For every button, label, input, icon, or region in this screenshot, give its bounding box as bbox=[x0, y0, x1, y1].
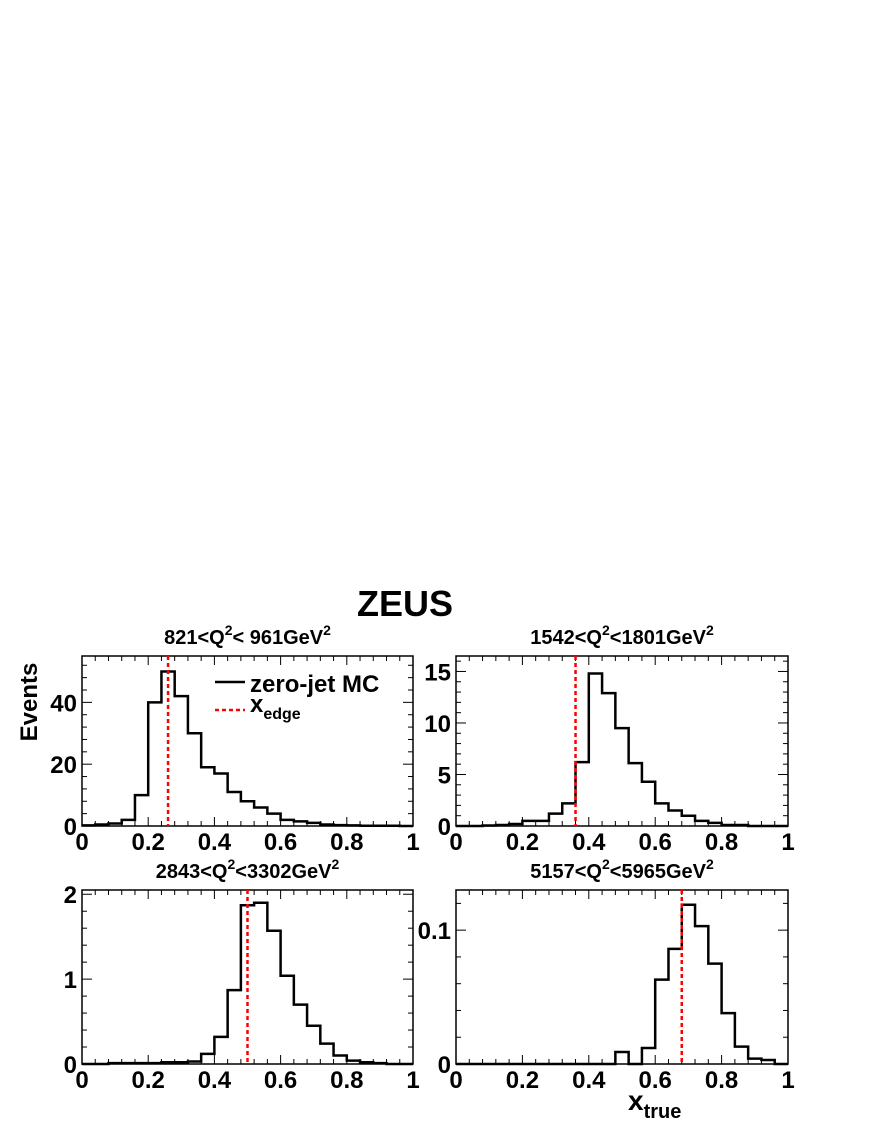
y-tick-label: 0 bbox=[64, 1052, 77, 1079]
panel-title-superscript: 2 bbox=[602, 856, 610, 872]
panel-title-text: <3302GeV bbox=[235, 861, 332, 883]
x-tick-label: 0.2 bbox=[506, 1067, 539, 1094]
x-tick-label: 0.2 bbox=[132, 1067, 165, 1094]
x-axis-label-main: x bbox=[628, 1085, 644, 1116]
panel-title-superscript: 2 bbox=[602, 622, 610, 638]
y-tick-label: 10 bbox=[424, 711, 451, 738]
panel-title-text: 821<Q bbox=[164, 627, 225, 649]
legend-label-edge: xedge bbox=[250, 691, 301, 723]
panel-title-text: <1801GeV bbox=[610, 627, 707, 649]
panel-title-superscript: 2 bbox=[225, 622, 233, 638]
legend-edge-sub: edge bbox=[263, 706, 300, 723]
y-tick-label: 1 bbox=[64, 967, 77, 994]
y-axis-label: Events bbox=[16, 663, 43, 742]
x-tick-label: 0.6 bbox=[639, 829, 672, 856]
panel-title-text: 5157<Q bbox=[530, 861, 602, 883]
panel-title-text: 1542<Q bbox=[530, 627, 602, 649]
x-tick-label: 0.4 bbox=[572, 829, 606, 856]
y-tick-label: 0.1 bbox=[418, 918, 451, 945]
x-tick-label: 0.6 bbox=[264, 1067, 297, 1094]
panel-title-superscript: 2 bbox=[706, 856, 714, 872]
histogram-series bbox=[82, 901, 413, 1066]
y-tick-label: 0 bbox=[64, 814, 77, 841]
panel-title-text: 2843<Q bbox=[156, 861, 228, 883]
y-tick-label: 0 bbox=[438, 1052, 451, 1079]
y-tick-label: 20 bbox=[50, 752, 77, 779]
panel-4-frame bbox=[455, 889, 789, 1065]
y-tick-label: 15 bbox=[424, 659, 451, 686]
x-axis-label-sub: true bbox=[644, 1101, 682, 1123]
x-tick-label: 0 bbox=[449, 1067, 462, 1094]
legend: zero-jet MC xedge bbox=[215, 671, 379, 723]
panel-title-text: < 961GeV bbox=[232, 627, 323, 649]
panel-title-superscript: 2 bbox=[323, 622, 331, 638]
x-tick-label: 1 bbox=[781, 1067, 794, 1094]
legend-edge-main: x bbox=[250, 691, 264, 718]
x-tick-label: 1 bbox=[781, 829, 794, 856]
panel-2-frame bbox=[455, 655, 789, 827]
x-tick-label: 0.2 bbox=[132, 829, 165, 856]
figure-title: ZEUS bbox=[357, 583, 453, 624]
histogram-series bbox=[82, 670, 413, 828]
panel-title: 1542<Q2<1801GeV2 bbox=[530, 622, 714, 649]
legend-label-mc: zero-jet MC bbox=[250, 671, 379, 698]
x-tick-label: 0.8 bbox=[330, 1067, 363, 1094]
panel-title-superscript: 2 bbox=[331, 856, 339, 872]
x-tick-label: 0.4 bbox=[198, 829, 232, 856]
panel-title-text: <5965GeV bbox=[610, 861, 707, 883]
panel-title-superscript: 2 bbox=[706, 622, 714, 638]
panel-title-superscript: 2 bbox=[227, 856, 235, 872]
x-tick-label: 0.4 bbox=[572, 1067, 606, 1094]
panel-title: 821<Q2< 961GeV2 bbox=[164, 622, 331, 649]
y-tick-label: 2 bbox=[64, 882, 77, 909]
x-axis-label: xtrue bbox=[628, 1085, 681, 1123]
x-tick-label: 1 bbox=[406, 829, 419, 856]
panel-1-frame bbox=[81, 655, 414, 827]
x-tick-label: 0.8 bbox=[705, 1067, 738, 1094]
x-tick-label: 0.4 bbox=[198, 1067, 232, 1094]
y-tick-label: 40 bbox=[50, 690, 77, 717]
x-tick-label: 0 bbox=[449, 829, 462, 856]
x-tick-label: 0.8 bbox=[330, 829, 363, 856]
x-tick-label: 0.6 bbox=[639, 1067, 672, 1094]
x-tick-label: 0.2 bbox=[506, 829, 539, 856]
y-tick-label: 0 bbox=[438, 814, 451, 841]
x-tick-label: 0 bbox=[75, 1067, 88, 1094]
panel-title: 5157<Q2<5965GeV2 bbox=[530, 856, 714, 883]
y-tick-label: 5 bbox=[438, 762, 451, 789]
histogram-series bbox=[456, 672, 788, 828]
x-tick-label: 0.6 bbox=[264, 829, 297, 856]
x-tick-label: 0 bbox=[75, 829, 88, 856]
x-tick-label: 1 bbox=[406, 1067, 419, 1094]
histogram-series bbox=[456, 903, 788, 1066]
x-tick-label: 0.8 bbox=[705, 829, 738, 856]
panel-title: 2843<Q2<3302GeV2 bbox=[156, 856, 340, 883]
